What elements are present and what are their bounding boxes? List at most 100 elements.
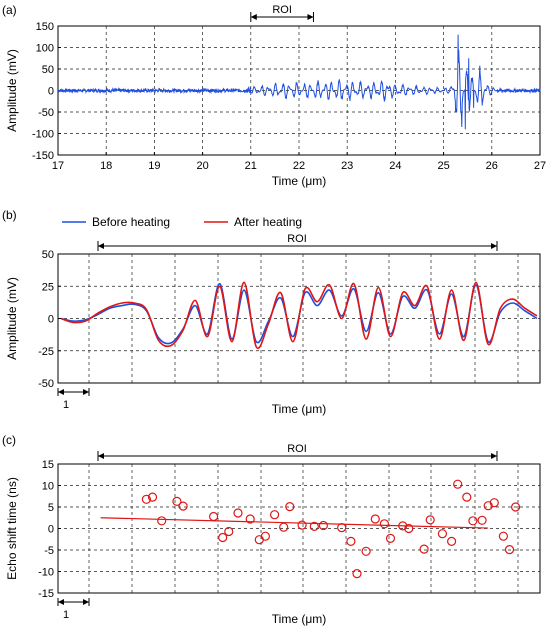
panel-b-scale-bar: 1 [57, 388, 90, 411]
panel-c-ylabel: Echo shift time (ns) [5, 477, 19, 580]
panel-c-scale-right-arrow [83, 599, 89, 605]
panel-b-roi-right-arrow [491, 243, 497, 249]
panel-b-scale-label: 1 [63, 399, 69, 411]
panel-a-xtick-label: 20 [196, 160, 208, 172]
panel-a-roi-label: ROI [272, 4, 292, 16]
panel-c-point [379, 519, 389, 529]
panel-c-xlabel: Time (μm) [272, 612, 326, 626]
panel-c-point [254, 535, 264, 545]
panel-b-scale-left-arrow [58, 389, 64, 395]
panel-b-roi: ROI [97, 233, 498, 251]
panel-a-xtick-label: 22 [293, 160, 305, 172]
panel-c-point [504, 544, 515, 555]
panel-a-roi-left-arrow [250, 14, 257, 20]
panel-c-point [385, 533, 396, 544]
panel-c-point [260, 531, 270, 541]
panel-b-scale-right-arrow [83, 389, 89, 395]
panel-b-ticks: 50 25 0 -25 -50 [38, 249, 61, 390]
panel-a-roi: ROI [250, 4, 314, 22]
panel-b-legend-label: Before heating [92, 215, 170, 229]
panel-c-point [477, 515, 487, 525]
panel-b-ytick-label: -25 [38, 346, 54, 358]
panel-a-ytick-label: 100 [36, 43, 54, 55]
panel-a-xlabel: Time (μm) [272, 174, 326, 188]
panel-c-roi-right-arrow [491, 453, 497, 459]
panel-c-point [178, 501, 188, 511]
panel-c-scale-left-arrow [58, 599, 64, 605]
panel-c-ytick-label: 15 [42, 459, 54, 471]
panel-c-point [453, 479, 463, 489]
panel-c-scale-label: 1 [63, 609, 69, 621]
panel-a-ylabel: Amplitude (mV) [5, 49, 19, 132]
panel-c-ytick-label: 10 [42, 481, 54, 493]
panel-b-ytick-label: 0 [48, 314, 54, 326]
panel-c-roi: ROI [97, 443, 498, 461]
panel-c-point [157, 516, 167, 526]
panel-c-point [337, 522, 347, 533]
panel-b-label: (b) [2, 208, 17, 222]
panel-c-point [510, 502, 521, 512]
panel-b-ytick-label: -50 [38, 378, 54, 390]
panel-b-xlabel: Time (μm) [272, 402, 326, 416]
panel-a-xtick-label: 18 [100, 160, 112, 172]
panel-a-roi-right-arrow [307, 14, 314, 20]
panel-c-point [218, 532, 228, 543]
panel-c-series [100, 479, 521, 579]
panel-c-point [147, 492, 158, 502]
panel-c-point [437, 529, 447, 539]
panel-c-point [346, 536, 356, 547]
panel-c-point [285, 502, 295, 512]
panel-b-ytick-label: 50 [42, 249, 54, 261]
panel-a-xtick-label: 19 [148, 160, 160, 172]
panel-c-ytick-label: 0 [48, 524, 54, 536]
panel-a-xtick-label: 17 [52, 160, 64, 172]
panel-c-point [279, 522, 289, 532]
panel-a-ytick-label: -50 [38, 107, 54, 119]
panel-c-point [318, 520, 328, 531]
panel-a-grid [58, 26, 540, 155]
panel-c-ytick-label: -5 [44, 545, 54, 557]
panel-b-legend-label: After heating [234, 215, 302, 229]
panel-c-point [233, 508, 243, 518]
panel-c: (c) 15 10 5 0 -5 -10 -15 ROI 1 Time (μm) Echo … [2, 433, 541, 626]
panel-c-point [352, 568, 362, 579]
panel-b-roi-label: ROI [287, 233, 307, 245]
panel-a-xtick-label: 27 [534, 160, 546, 172]
panel-c-point [462, 492, 472, 502]
panel-c-point [489, 498, 499, 508]
panel-c-point [419, 544, 429, 554]
panel-a-ytick-label: -150 [32, 150, 54, 162]
panel-c-point [224, 526, 234, 537]
panel-b-series [60, 281, 538, 350]
panel-c-point [398, 521, 408, 531]
panel-c-ytick-label: -10 [38, 567, 54, 579]
panel-a-xtick-label: 21 [245, 160, 257, 172]
panel-a-series [57, 34, 541, 130]
panel-a-xtick-label: 23 [341, 160, 353, 172]
panel-c-roi-label: ROI [287, 443, 307, 455]
panel-c-point [270, 510, 280, 520]
panel-c-ytick-label: 5 [48, 502, 54, 514]
panel-b-ylabel: Amplitude (mV) [5, 277, 19, 360]
panel-c-grid [58, 464, 540, 593]
panel-a-ytick-label: 150 [36, 21, 54, 33]
panel-c-roi-left-arrow [98, 453, 104, 459]
panel-a-label: (a) [2, 3, 17, 17]
panel-b-series-after [60, 281, 538, 350]
panel-c-point [498, 531, 508, 541]
panel-c-point [404, 523, 414, 534]
panel-a-ytick-label: -100 [32, 129, 54, 141]
panel-b: (b) Before heating After heating 50 25 0 -25… [2, 208, 541, 416]
panel-a-waveform [57, 34, 541, 130]
panel-c-point [309, 521, 319, 532]
panel-c-point [172, 496, 182, 506]
panel-b-ytick-label: 25 [42, 281, 54, 293]
panel-c-label: (c) [2, 433, 16, 447]
panel-c-point [370, 514, 380, 524]
panel-c-point [468, 516, 478, 526]
panel-a-xtick-label: 26 [486, 160, 498, 172]
panel-c-ytick-label: -15 [38, 588, 54, 600]
panel-c-point [447, 536, 457, 547]
panel-c-ticks: 15 10 5 0 -5 -10 -15 [38, 459, 61, 600]
